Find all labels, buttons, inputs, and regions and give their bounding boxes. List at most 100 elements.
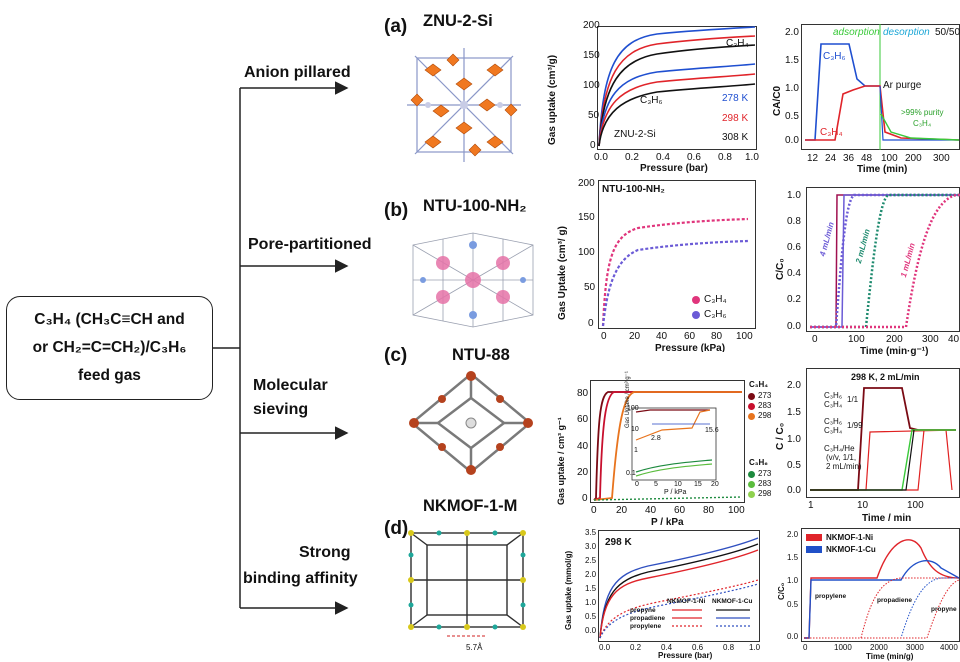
- plot-d-bt-xtick-1000: 1000: [834, 643, 852, 652]
- panel-letter-a: (a): [384, 16, 408, 37]
- plot-b-isotherm-curves: [601, 217, 749, 327]
- plot-d-bt-xtick-2000: 2000: [870, 643, 888, 652]
- plot-d-isotherm-curves: [599, 537, 759, 639]
- material-name-a: ZNU-2-Si: [423, 12, 493, 30]
- plot-a-bt-ytick-2: 2.0: [785, 27, 799, 38]
- plot-a-iso-name: ZNU-2-Si: [614, 129, 656, 140]
- plot-a-bt-xlabel: Time (min): [857, 164, 908, 175]
- plot-a-bt-xtick-200: 200: [905, 153, 922, 164]
- plot-b-bt-ytick-04: 0.4: [787, 268, 801, 279]
- plot-c-inset-xtick-15: 15: [694, 481, 702, 488]
- ntu-88-structure-image: [409, 371, 533, 475]
- plot-a-breakthrough-curves: [805, 24, 960, 150]
- plot-c-breakthrough-frame: [806, 368, 960, 498]
- plot-c-bt-leg3c: 2 mL/min): [826, 462, 862, 471]
- plot-c-bt-ytick-15: 1.5: [787, 407, 801, 418]
- plot-a-bt-ytick-15: 1.5: [785, 55, 799, 66]
- feed-line-1: C₃H₄ (CH₃C≡CH and: [34, 311, 185, 328]
- plot-b-iso-xtick-100: 100: [736, 331, 753, 342]
- plot-d-bt-xlabel: Time (min/g): [866, 652, 914, 661]
- plot-a-bt-adsorption: adsorption: [833, 27, 880, 38]
- plot-d-iso-col2: NKMOF-1-Cu: [712, 598, 753, 605]
- plot-d-bt-label-propadiene: propadiene: [877, 597, 913, 604]
- plot-c-bt-ytick-2: 2.0: [787, 380, 801, 391]
- plot-a-bt-ytick-0: 0.0: [785, 135, 799, 146]
- plot-d-bt-legend-cu-marker: [806, 546, 822, 553]
- plot-c-inset-ylabel: Gas Uptake / cm³ g⁻¹: [625, 371, 631, 428]
- plot-c-inset-ytick-100: 100: [627, 405, 639, 412]
- plot-c-legend-c3h6-298: 298: [758, 489, 772, 498]
- plot-c-inset-xtick-20: 20: [711, 481, 719, 488]
- plot-c-bt-ratio2: 1/99: [847, 421, 863, 430]
- material-name-d: NKMOF-1-M: [423, 497, 518, 515]
- plot-b-bt-xtick-200: 200: [886, 334, 903, 345]
- plot-d-iso-row-propylene: propylene: [630, 623, 662, 630]
- plot-b-bt-ytick-02: 0.2: [787, 294, 801, 305]
- plot-a-bt-purity: >99% purity: [901, 108, 944, 117]
- plot-a-bt-xtick-48: 48: [861, 153, 873, 164]
- plot-c-legend-c3h6-283: 283: [758, 479, 772, 488]
- plot-d-bt-ytick-05: 0.5: [787, 600, 799, 609]
- plot-c-legend-c3h6-273-marker: [748, 471, 755, 478]
- plot-a-bt-purity-gas: C₃H₄: [913, 119, 932, 128]
- plot-c-inset-xtick-0: 0: [635, 481, 639, 488]
- plot-d-bt-label-propylene: propylene: [815, 593, 847, 600]
- plot-d-iso-xtick-02: 0.2: [630, 643, 642, 652]
- plot-a-iso-ytick-200: 200: [583, 20, 600, 31]
- plot-a-bt-ytick-05: 0.5: [785, 111, 799, 122]
- branch-binding-affinity: binding affinity: [243, 570, 358, 587]
- plot-b-iso-xtick-60: 60: [684, 331, 696, 342]
- branch-pore-partitioned: Pore-partitioned: [248, 236, 372, 253]
- material-name-b: NTU-100-NH₂: [423, 197, 527, 215]
- plot-c-inset-v1: 2.8: [651, 435, 661, 442]
- plot-b-bt-xlabel: Time (min·g⁻¹): [860, 346, 929, 357]
- plot-d-iso-row-propadiene: propadiene: [630, 615, 666, 622]
- plot-c-legend-c3h4-title: C₃H₄: [749, 380, 769, 389]
- plot-a-legend-298: 298 K: [722, 113, 749, 124]
- plot-c-iso-ylabel: Gas uptake / cm³ g⁻¹: [556, 417, 566, 505]
- plot-c-isotherm-curves: [593, 391, 743, 501]
- plot-c-bt-leg1a: C₃H₆: [824, 391, 843, 400]
- plot-a-iso-c3h6-label: C₃H₆: [640, 95, 663, 106]
- panel-letter-c: (c): [384, 345, 408, 366]
- plot-d-bt-label-propyne: propyne: [931, 606, 957, 613]
- plot-a-legend-278: 278 K: [722, 93, 749, 104]
- plot-d-iso-xtick-06: 0.6: [692, 643, 704, 652]
- plot-c-bt-ratio1: 1/1: [847, 395, 859, 404]
- plot-a-bt-xtick-12: 12: [807, 153, 819, 164]
- plot-c-bt-ytick-1: 1.0: [787, 434, 801, 445]
- plot-c-bt-ytick-05: 0.5: [787, 460, 801, 471]
- plot-a-legend-308: 308 K: [722, 132, 749, 143]
- plot-a-iso-ytick-100: 100: [583, 80, 600, 91]
- plot-c-legend-c3h4-273-marker: [748, 393, 755, 400]
- feed-gas-box: C₃H₄ (CH₃C≡CH and or CH₂=C=CH₂)/C₃H₆ fee…: [6, 296, 213, 400]
- plot-c-iso-xtick-0: 0: [591, 505, 597, 516]
- plot-c-iso-ytick-60: 60: [577, 414, 589, 425]
- plot-c-iso-xtick-80: 80: [703, 505, 715, 516]
- plot-c-bt-leg1b: C₃H₄: [824, 400, 843, 409]
- plot-a-iso-ytick-0: 0: [590, 140, 596, 151]
- plot-c-inset-ytick-10: 10: [631, 426, 639, 433]
- plot-c-inset-ytick-01: 0.1: [626, 470, 636, 477]
- plot-c-inset-ytick-1: 1: [634, 447, 638, 454]
- plot-c-iso-ytick-40: 40: [577, 441, 589, 452]
- plot-b-legend-c3h4-marker: [692, 296, 700, 304]
- plot-a-iso-ylabel: Gas uptake (cm³/g): [547, 54, 558, 145]
- plot-c-legend-c3h6-273: 273: [758, 469, 772, 478]
- plot-d-iso-legend-markers: [672, 609, 750, 627]
- scale-label: 5.7Å: [466, 643, 483, 652]
- branch-sieving: sieving: [253, 401, 309, 418]
- plot-b-iso-title: NTU-100-NH₂: [602, 184, 665, 195]
- plot-d-iso-ytick-05: 0.5: [585, 612, 597, 621]
- branch-strong: Strong: [299, 544, 351, 561]
- plot-a-bt-ylabel: CA/C0: [772, 85, 783, 116]
- plot-d-iso-row-propyne: propyne: [630, 607, 656, 614]
- plot-c-bt-xtick-100: 100: [907, 500, 924, 511]
- tree-connectors: [213, 81, 349, 615]
- branch-molecular: Molecular: [253, 377, 328, 394]
- plot-c-inset-xtick-10: 10: [674, 481, 682, 488]
- plot-b-bt-ytick-08: 0.8: [787, 216, 801, 227]
- plot-c-iso-ytick-0: 0: [582, 493, 588, 504]
- plot-a-iso-xtick-1: 0.2: [625, 152, 639, 163]
- plot-d-bt-legend-ni: NKMOF-1-Ni: [826, 533, 874, 542]
